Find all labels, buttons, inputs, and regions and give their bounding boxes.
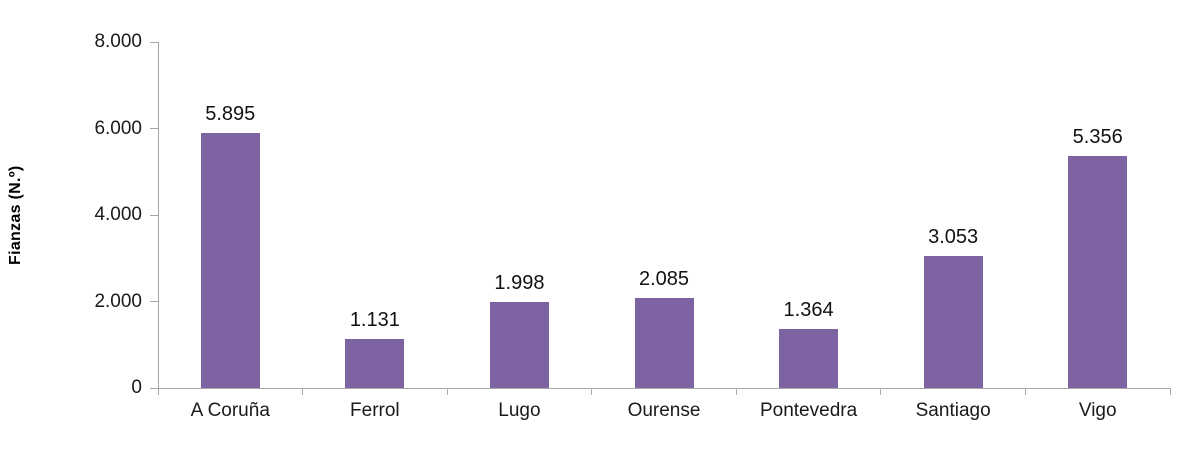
bar (1068, 156, 1128, 388)
bar (923, 255, 983, 388)
y-axis-tick (150, 301, 158, 302)
value-label: 1.998 (494, 271, 545, 294)
y-axis-tick (150, 128, 158, 129)
x-axis-tick (880, 388, 882, 395)
y-axis-tick-label: 0 (131, 377, 142, 398)
y-axis-tick (150, 41, 158, 43)
x-axis-line (158, 388, 1170, 389)
x-axis-tick (1169, 388, 1171, 395)
x-axis-tick (157, 388, 159, 395)
category-label: A Coruña (190, 400, 270, 421)
y-axis-tick-label: 8.000 (94, 31, 142, 52)
plot-area: 0 2.000 4.000 6.000 8.000 5.895 1.131 1.998 2.0… (94, 31, 1171, 421)
bar (200, 133, 260, 388)
x-axis-tick (1024, 388, 1026, 395)
x-axis-tick (446, 388, 448, 395)
category-label: Santiago (915, 400, 991, 421)
x-axis-tick (302, 388, 304, 395)
value-label: 5.356 (1072, 126, 1123, 149)
bar (779, 329, 839, 388)
y-axis-tick-label: 2.000 (94, 290, 142, 312)
value-label: 1.364 (783, 299, 834, 322)
category-label: Ourense (627, 400, 701, 421)
value-label: 5.895 (205, 103, 256, 126)
x-axis-tick (735, 388, 737, 395)
y-axis-tick (150, 214, 158, 216)
value-label: 2.085 (638, 267, 690, 290)
y-axis-tick-label: 6.000 (94, 117, 142, 139)
value-label: 3.053 (928, 225, 979, 248)
category-label: Lugo (498, 400, 541, 421)
category-label: Pontevedra (759, 400, 858, 421)
x-axis-tick (591, 388, 593, 395)
bar (345, 339, 405, 388)
bar (489, 301, 549, 388)
bar (634, 297, 694, 388)
category-label: Vigo (1078, 400, 1117, 421)
value-label: 1.131 (349, 309, 400, 332)
y-axis-tick (150, 387, 158, 389)
y-axis-line (158, 42, 159, 388)
category-label: Ferrol (350, 400, 400, 421)
y-axis-title: Fianzas (N.º) (7, 165, 24, 265)
y-axis-tick-label: 4.000 (94, 204, 142, 225)
